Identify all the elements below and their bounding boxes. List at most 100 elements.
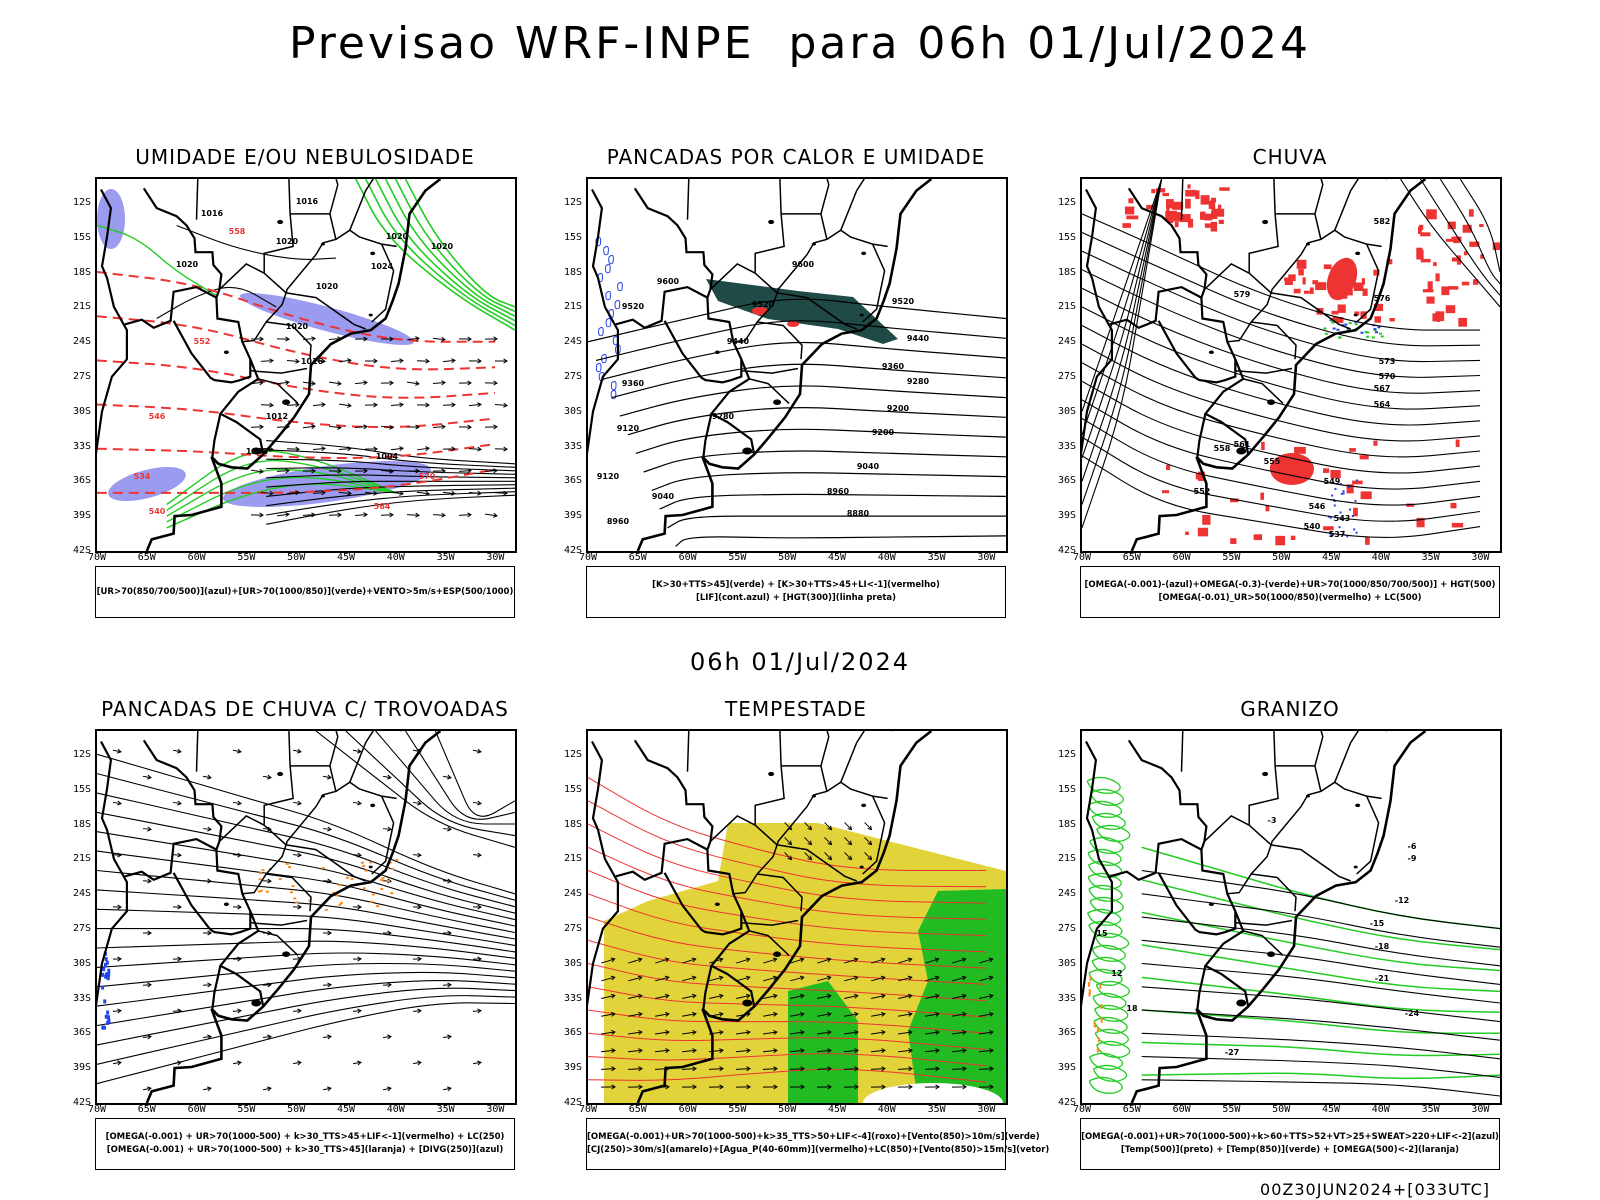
country-border	[633, 739, 714, 850]
wind-arrow	[804, 852, 813, 861]
convection-area	[338, 903, 342, 906]
state-border	[1180, 731, 1279, 895]
height-contour	[619, 385, 1006, 417]
rain-area	[1210, 197, 1217, 203]
country-border	[702, 413, 713, 457]
state-border	[1270, 765, 1322, 846]
convection-area	[293, 897, 297, 900]
wind-arrow	[843, 1084, 859, 1090]
longitude-tick-label: 35W	[436, 552, 455, 563]
lake-shape	[861, 251, 867, 256]
omega500-area	[1093, 1022, 1096, 1028]
latitude-tick-label: 24S	[72, 336, 91, 348]
latitude-tick-label: 18S	[1057, 818, 1076, 830]
temp850-contour	[1087, 848, 1122, 866]
streamline	[97, 773, 515, 901]
latitude-tick-label: 24S	[1057, 888, 1076, 900]
wind-arrow	[804, 822, 813, 831]
latitude-tick-label: 27S	[563, 923, 582, 934]
longitude-tick-label: 45W	[336, 1104, 356, 1115]
rain-area	[1323, 264, 1332, 270]
temp500-contour	[1141, 1009, 1500, 1041]
wind-arrow	[735, 1048, 751, 1054]
wind-arrow	[292, 748, 302, 754]
temp850-contour	[1096, 824, 1131, 842]
panel-title: CHUVA	[1252, 145, 1328, 169]
country-border	[97, 188, 128, 455]
omega500-area	[1096, 1047, 1099, 1053]
low-level-humidity-contour	[404, 179, 515, 308]
country-border	[172, 849, 252, 936]
lake-shape	[1355, 251, 1361, 256]
omega-area	[1364, 331, 1368, 334]
latitude-tick-label: 30S	[563, 957, 582, 969]
country-border	[142, 187, 223, 298]
wind-arrow	[816, 1066, 832, 1072]
wind-arrow	[655, 957, 670, 964]
wind-arrow	[232, 852, 242, 858]
omega-area	[1340, 492, 1343, 495]
contour-label: -3	[1268, 816, 1277, 825]
rain-area	[1479, 224, 1484, 228]
wind-arrow	[322, 982, 332, 988]
rain-area	[1197, 471, 1205, 481]
wind-arrow	[484, 380, 498, 386]
height-contour	[1082, 287, 1481, 394]
wind-arrow	[458, 380, 472, 386]
rain-area	[1445, 305, 1456, 314]
thickness-contour	[97, 315, 496, 371]
contour-label: 537	[1329, 530, 1346, 539]
temp850-contour	[1094, 932, 1130, 950]
wind-arrow	[202, 1086, 212, 1092]
contour-label: 576	[1374, 294, 1391, 303]
state-border	[709, 262, 756, 290]
rain-area	[1204, 223, 1215, 228]
wind-arrow	[763, 957, 778, 964]
latitude-tick-label: 36S	[563, 1027, 582, 1039]
rain-area	[1195, 473, 1200, 480]
wind-arrow	[416, 490, 430, 496]
convection-area	[308, 899, 312, 902]
rain-area	[1337, 304, 1346, 313]
convection-area	[289, 891, 293, 894]
wind-arrow	[844, 975, 859, 982]
wind-arrow	[458, 512, 472, 518]
rain-area	[1166, 464, 1171, 471]
wind-arrow	[601, 975, 616, 982]
longitude-tick-label: 35W	[927, 1104, 946, 1115]
state-border	[826, 229, 888, 248]
contour-label: 8960	[607, 517, 630, 526]
omega-area	[1333, 500, 1336, 503]
rain-area	[1435, 273, 1440, 282]
streamline	[97, 908, 515, 946]
state-border	[1314, 731, 1324, 767]
convection-area	[380, 879, 384, 882]
omega500-area	[1088, 989, 1091, 995]
wind-arrow	[276, 512, 290, 518]
coastline-east	[1130, 731, 1427, 1103]
wind-arrow	[844, 1011, 859, 1017]
omega-area	[1331, 321, 1335, 324]
convection-area	[360, 861, 364, 864]
lake-shape	[368, 313, 373, 317]
wind-arrow	[709, 993, 724, 1000]
rain-area	[1179, 214, 1191, 223]
rain-area	[1187, 184, 1191, 189]
isobar	[266, 491, 515, 516]
country-border	[211, 965, 222, 1009]
latitude-tick-label: 15S	[563, 783, 582, 795]
wind-arrow	[322, 774, 332, 780]
longitude-tick-label: 55W	[1222, 1104, 1241, 1115]
contour-label: 1016	[201, 209, 224, 218]
wind-arrow	[354, 468, 368, 474]
omega-area	[1342, 533, 1345, 536]
streamline-850	[588, 846, 987, 920]
convection-area	[265, 890, 269, 893]
rain-area	[1451, 236, 1462, 242]
wind-arrow	[232, 1060, 242, 1066]
panel-title: GRANIZO	[1240, 697, 1340, 721]
longitude-tick-label: 55W	[1222, 552, 1241, 563]
omega-area	[1347, 485, 1350, 488]
low-level-humidity-contour	[374, 179, 515, 322]
wind-arrow	[600, 1048, 616, 1054]
